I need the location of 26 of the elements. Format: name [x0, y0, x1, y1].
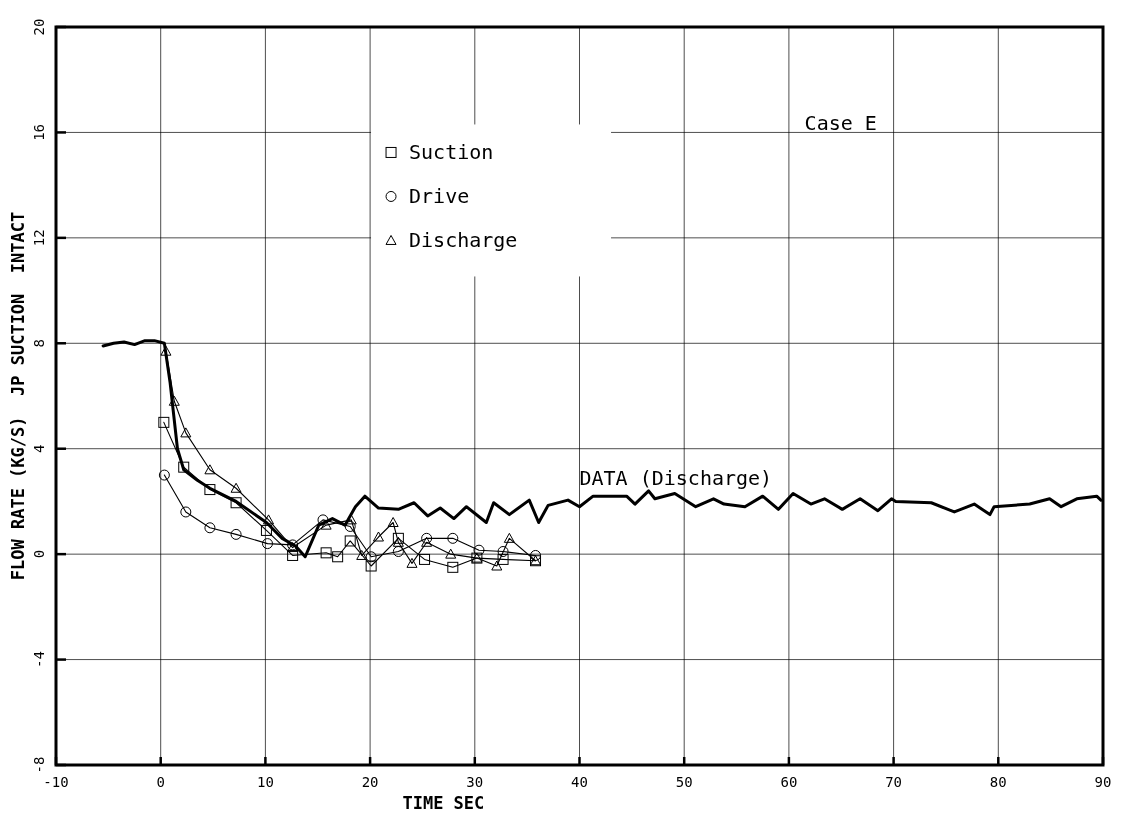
x-tick-label: 50: [675, 774, 693, 790]
legend-label: Discharge: [409, 228, 518, 253]
legend-label: Drive: [409, 184, 470, 209]
legend-label: Suction: [409, 140, 494, 165]
series-label: DATA (Discharge): [579, 465, 773, 490]
annotation: Case E: [804, 111, 877, 136]
y-tick-label: 20: [31, 18, 47, 36]
y-tick-label: 12: [31, 229, 47, 247]
x-tick-label: 80: [989, 774, 1007, 790]
y-axis-title: FLOW RATE (KG/S) JP SUCTION INTACT: [8, 211, 28, 581]
x-tick-label: 10: [256, 774, 274, 790]
y-tick-label: 4: [31, 444, 47, 453]
y-tick-label: 8: [31, 339, 47, 348]
x-tick-label: 40: [571, 774, 588, 790]
x-tick-label: 0: [156, 774, 165, 790]
y-tick-label: 16: [31, 124, 47, 141]
x-tick-label: 70: [885, 774, 903, 790]
x-tick-label: 20: [361, 774, 379, 790]
x-tick-label: 60: [780, 774, 798, 790]
y-tick-label: -4: [31, 651, 47, 668]
x-tick-label: 30: [466, 774, 484, 790]
x-tick-label: -10: [43, 774, 69, 790]
y-tick-label: 0: [31, 549, 47, 559]
x-axis-title: TIME SEC: [402, 793, 485, 813]
y-tick-label: -8: [31, 756, 47, 774]
x-tick-label: 90: [1094, 774, 1112, 790]
